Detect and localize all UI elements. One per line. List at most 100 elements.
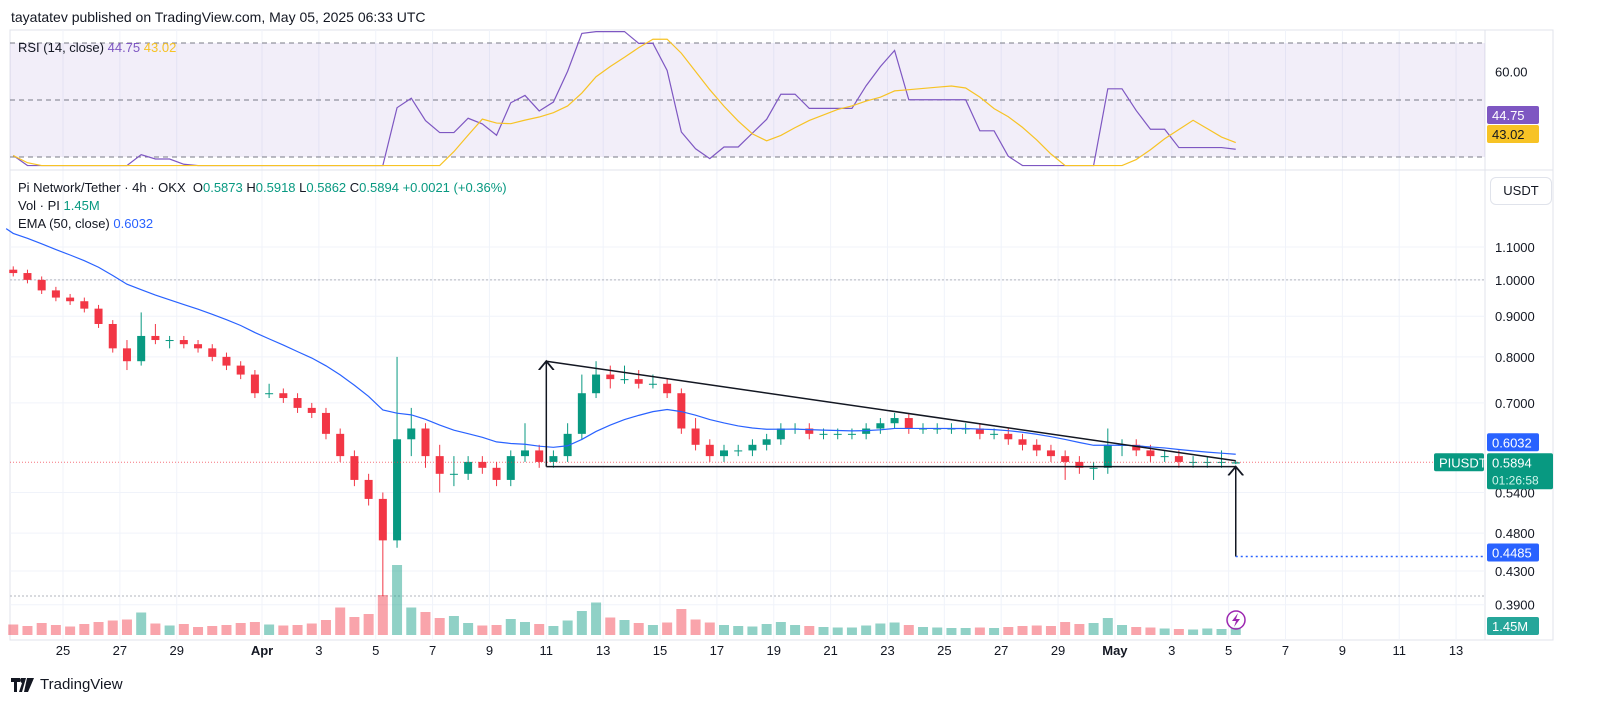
volume-bar bbox=[818, 627, 829, 635]
volume-bar bbox=[875, 623, 886, 635]
candle bbox=[1146, 444, 1155, 462]
candle-body bbox=[535, 450, 544, 462]
volume-bar bbox=[434, 618, 445, 635]
candle bbox=[620, 365, 629, 384]
candle bbox=[592, 361, 601, 399]
candle-body bbox=[691, 428, 700, 445]
candle-body bbox=[435, 456, 444, 474]
volume-bar bbox=[121, 619, 132, 635]
candle-body bbox=[819, 433, 828, 435]
candle-body bbox=[1231, 462, 1240, 464]
candle bbox=[449, 456, 458, 487]
candle-body bbox=[776, 428, 785, 440]
date-tick-label: 25 bbox=[56, 643, 70, 658]
candle-body bbox=[492, 467, 501, 480]
candle bbox=[194, 340, 203, 353]
candle-body bbox=[208, 348, 217, 357]
candle-body bbox=[904, 418, 913, 429]
volume-bar bbox=[775, 622, 786, 635]
volume-bar bbox=[79, 624, 90, 635]
volume-bar bbox=[690, 619, 701, 635]
change-value: +0.0021 (+0.36%) bbox=[402, 180, 507, 195]
candle-body bbox=[833, 433, 842, 435]
candle-body bbox=[1103, 444, 1112, 468]
candle bbox=[719, 444, 728, 462]
volume-bar bbox=[861, 625, 872, 635]
tradingview-logo[interactable]: TradingView bbox=[11, 676, 123, 693]
low-label: L bbox=[299, 180, 307, 195]
volume-bar bbox=[591, 602, 602, 635]
volume-bar bbox=[22, 626, 33, 635]
candle-body bbox=[1217, 461, 1226, 463]
date-tick-label: 17 bbox=[710, 643, 724, 658]
lightning-icon[interactable] bbox=[1226, 610, 1246, 630]
ema-line bbox=[5, 228, 1236, 455]
candle-body bbox=[336, 433, 345, 457]
candle bbox=[691, 418, 700, 451]
candle-body bbox=[1075, 461, 1084, 468]
candle-body bbox=[663, 383, 672, 394]
candle bbox=[37, 276, 46, 294]
volume-bar bbox=[392, 565, 403, 635]
high-value: 0.5918 bbox=[255, 180, 296, 195]
date-tick-label: 7 bbox=[1282, 643, 1289, 658]
target-price-badge-bg bbox=[1487, 543, 1539, 562]
candle-body bbox=[293, 398, 302, 408]
date-tick-label: 13 bbox=[596, 643, 610, 658]
candle-body bbox=[563, 433, 572, 457]
symbol-title[interactable]: Pi Network/Tether · 4h · OKX bbox=[18, 180, 186, 195]
rsi-legend-value: 44.75 bbox=[107, 40, 141, 55]
candle-body bbox=[250, 374, 259, 394]
candle-body bbox=[620, 379, 629, 381]
candle bbox=[577, 374, 586, 440]
candle-body bbox=[122, 348, 131, 362]
volume-bar bbox=[605, 617, 616, 635]
volume-bar bbox=[150, 623, 161, 635]
volume-bar bbox=[1117, 625, 1128, 635]
ema-legend-label[interactable]: EMA (50, close) bbox=[18, 216, 110, 231]
volume-bar bbox=[107, 620, 118, 635]
volume-bar bbox=[932, 627, 943, 635]
date-tick-label: 25 bbox=[937, 643, 951, 658]
volume-bar bbox=[320, 620, 331, 635]
candle bbox=[847, 428, 856, 440]
last-price-badge-bg bbox=[1487, 453, 1553, 490]
candle-body bbox=[549, 456, 558, 462]
candle-body bbox=[506, 456, 515, 480]
volume-bar bbox=[1017, 626, 1028, 635]
triangle-trendline bbox=[546, 360, 1236, 462]
volume-bar bbox=[1159, 628, 1170, 635]
volume-bar bbox=[1145, 627, 1156, 635]
candle bbox=[464, 456, 473, 480]
candle-body bbox=[705, 444, 714, 457]
volume-bar bbox=[448, 616, 459, 635]
candle-body bbox=[378, 498, 387, 541]
close-value: 0.5894 bbox=[359, 180, 399, 195]
candle-body bbox=[1004, 433, 1013, 440]
rsi-tick-label: 60.00 bbox=[1495, 65, 1528, 80]
candle bbox=[1160, 450, 1169, 462]
candle-body bbox=[321, 412, 330, 434]
high-label: H bbox=[246, 180, 256, 195]
volume-legend: Vol · PI 1.45M bbox=[18, 198, 100, 213]
tradingview-brand: TradingView bbox=[40, 676, 123, 693]
candle-body bbox=[990, 433, 999, 435]
candle-body bbox=[975, 428, 984, 434]
volume-legend-label[interactable]: Vol · PI bbox=[18, 198, 60, 213]
volume-bar bbox=[463, 623, 474, 635]
candle-body bbox=[51, 290, 60, 298]
volume-bar bbox=[278, 625, 289, 635]
lightning-circle bbox=[1226, 610, 1246, 630]
last-price-badge: 0.5894 bbox=[1492, 455, 1532, 470]
candle-body bbox=[876, 423, 885, 429]
candle-body bbox=[648, 383, 657, 385]
volume-bar bbox=[647, 625, 658, 635]
currency-button[interactable]: USDT bbox=[1490, 177, 1552, 205]
candle-body bbox=[805, 428, 814, 434]
candle-body bbox=[23, 273, 32, 280]
candle bbox=[1189, 456, 1198, 468]
candle bbox=[265, 383, 274, 399]
candle-body bbox=[9, 269, 18, 274]
